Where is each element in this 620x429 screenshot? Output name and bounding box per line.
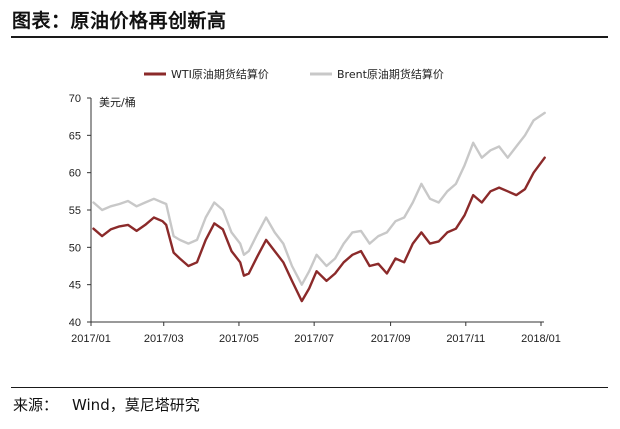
source-value: Wind，莫尼塔研究	[72, 396, 200, 414]
chart-title: 图表：原油价格再创新高	[12, 10, 227, 32]
title-underline	[11, 36, 608, 38]
x-tick-label: 2018/01	[521, 333, 561, 345]
brent-legend-label: Brent原油期货结算价	[337, 67, 444, 81]
y-axis-unit-label: 美元/桶	[99, 95, 136, 109]
footer-divider	[11, 387, 608, 388]
y-tick-label: 65	[69, 130, 81, 142]
x-tick-label: 2017/05	[219, 333, 259, 345]
chart-axes: 70 65 60 55 50 45 40 2017/01 2017/03 2017/05 2017/…	[69, 93, 561, 345]
wti-legend-label: WTI原油期货结算价	[171, 67, 269, 81]
source-label: 来源：	[13, 396, 59, 414]
brent-series-line	[92, 111, 546, 286]
chart-series	[92, 111, 546, 303]
x-tick-label: 2017/07	[294, 333, 334, 345]
x-tick-label: 2017/01	[71, 333, 111, 345]
y-tick-label: 40	[69, 317, 81, 329]
x-tick-label: 2017/03	[144, 333, 184, 345]
y-tick-label: 60	[69, 168, 81, 180]
y-tick-label: 70	[69, 93, 81, 105]
chart-legend: WTI原油期货结算价 Brent原油期货结算价	[144, 67, 444, 81]
x-tick-label: 2017/09	[371, 333, 411, 345]
line-chart: WTI原油期货结算价 Brent原油期货结算价 美元/桶 70 65 60 55 50 45…	[69, 67, 561, 345]
source-note: 来源： Wind，莫尼塔研究	[13, 394, 200, 415]
x-tick-label: 2017/11	[446, 333, 485, 345]
y-tick-label: 55	[69, 205, 81, 217]
y-tick-label: 45	[69, 280, 81, 292]
wti-series-line	[92, 156, 546, 303]
y-tick-label: 50	[69, 242, 81, 254]
